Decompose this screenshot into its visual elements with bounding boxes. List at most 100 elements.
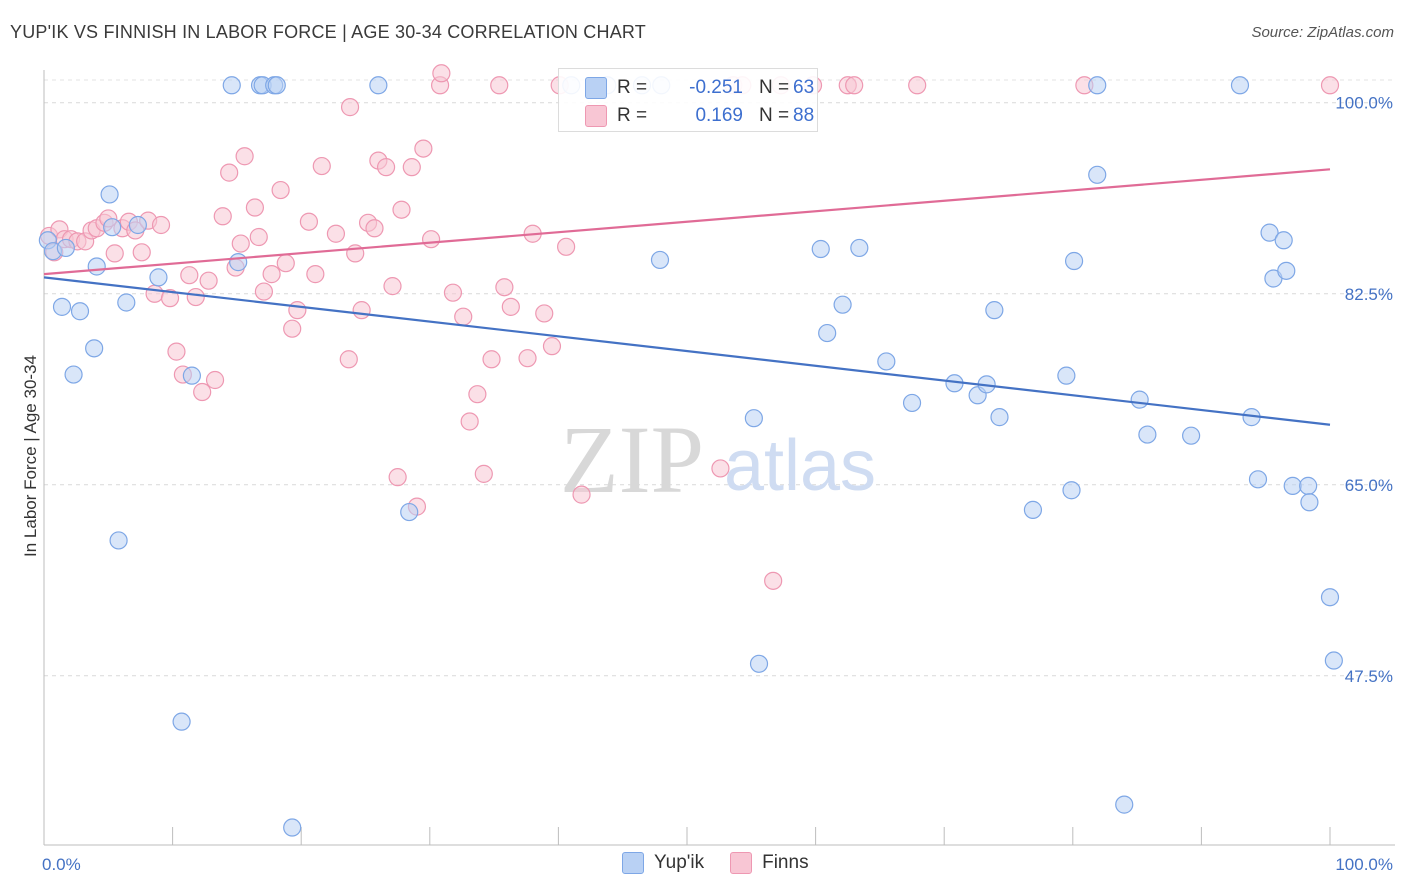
finns-point: [557, 237, 576, 256]
finns-point: [518, 349, 537, 368]
r-label: R =: [617, 105, 648, 126]
yupik-point: [109, 531, 128, 550]
finns-point: [283, 319, 302, 338]
finns-point: [352, 301, 371, 320]
finns-point: [288, 301, 307, 320]
finns-point: [299, 212, 319, 231]
yupik-point: [1248, 470, 1268, 489]
yupik-point: [117, 293, 136, 312]
yupik-point: [990, 408, 1009, 427]
finns-point: [495, 278, 514, 297]
yupik-point: [172, 712, 191, 731]
finns-point: [414, 139, 433, 158]
n-value: 88: [793, 105, 815, 126]
finns-point: [542, 337, 562, 356]
yupik-point: [1062, 481, 1081, 500]
finns-point: [468, 385, 487, 404]
finns-point: [235, 147, 254, 166]
yupik-point: [1277, 261, 1296, 280]
finns-point: [262, 265, 281, 284]
yupik-point: [85, 339, 104, 358]
finns-trend-line: [43, 168, 1331, 276]
yupik-point: [222, 76, 241, 95]
finns-point: [490, 76, 509, 95]
yupik-point: [877, 352, 896, 371]
yupik-point: [229, 253, 248, 272]
yupik-point: [1088, 165, 1107, 184]
finns-point: [160, 289, 180, 308]
yupik-point: [1320, 588, 1340, 607]
finns-point: [383, 277, 402, 296]
yupik-point: [1324, 651, 1343, 670]
n-value: 63: [793, 77, 815, 98]
finns-point: [132, 243, 151, 262]
x-tick-label-max: 100.0%: [1335, 855, 1393, 874]
finns-point: [572, 485, 591, 504]
finns-point: [1320, 76, 1340, 95]
y-tick-label: 65.0%: [1345, 476, 1393, 495]
finns-point: [205, 370, 225, 390]
finns-point: [376, 158, 396, 177]
finns-point: [105, 244, 124, 263]
finns-point: [392, 200, 411, 219]
yupik-point: [369, 76, 388, 95]
legend-item-yupik[interactable]: Yup'ik: [622, 852, 704, 874]
yupik-point: [1115, 795, 1134, 814]
finns-point: [167, 342, 186, 361]
x-tick-label-min: 0.0%: [42, 855, 81, 874]
finns-point: [249, 227, 268, 247]
yupik-point: [182, 366, 201, 385]
yupik-point: [1230, 76, 1250, 95]
finns-legend-swatch-icon: [730, 852, 753, 874]
yupik-point: [128, 215, 147, 235]
yupik-point: [650, 250, 670, 270]
finns-point: [231, 234, 250, 253]
tick-labels: 47.5% 65.0% 82.5% 100.0% 0.0% 100.0%: [42, 94, 1393, 874]
yupik-point: [1023, 500, 1043, 519]
chart-title: YUP'IK VS FINNISH IN LABOR FORCE | AGE 3…: [10, 22, 646, 42]
yupik-point: [744, 409, 763, 428]
yupik-point: [103, 218, 122, 237]
finns-point: [443, 283, 463, 302]
yupik-point: [818, 323, 837, 343]
finns-point: [501, 297, 520, 316]
finns-point: [388, 468, 407, 487]
axes: [43, 70, 1395, 846]
n-label: N =: [759, 105, 790, 126]
yupik-point: [1182, 426, 1201, 445]
y-tick-label: 100.0%: [1335, 94, 1393, 113]
yupik-point: [833, 295, 852, 314]
yupik-trend-line: [43, 276, 1331, 426]
finns-point: [180, 266, 199, 285]
yupik-point: [1299, 476, 1318, 495]
r-label: R =: [617, 77, 648, 98]
finns-point: [306, 265, 325, 284]
yupik-point: [1130, 390, 1149, 409]
yupik-point: [985, 301, 1004, 320]
yupik-point: [56, 238, 75, 258]
finns-point: [482, 350, 501, 369]
finns-point: [402, 158, 421, 177]
finns-point: [145, 284, 164, 303]
finns-point: [711, 459, 730, 478]
finns-point: [421, 230, 441, 249]
yupik-point: [70, 302, 90, 321]
finns-point: [340, 98, 360, 117]
yupik-point: [1274, 231, 1293, 250]
yupik-swatch-icon: [585, 77, 607, 99]
y-axis-label: In Labor Force | Age 30-34: [21, 355, 40, 557]
finns-point: [474, 464, 493, 483]
yupik-point: [1260, 223, 1279, 242]
y-tick-label: 47.5%: [1345, 667, 1393, 686]
finns-point: [764, 571, 783, 590]
yupik-point: [149, 268, 168, 287]
yupik-point: [850, 238, 869, 258]
finns-point: [254, 282, 274, 301]
finns-point: [312, 156, 331, 176]
finns-point: [365, 219, 384, 238]
yupik-point: [1088, 76, 1107, 95]
legend-item-finns[interactable]: Finns: [730, 852, 809, 874]
finns-point: [245, 198, 265, 217]
finns-point: [271, 180, 290, 200]
